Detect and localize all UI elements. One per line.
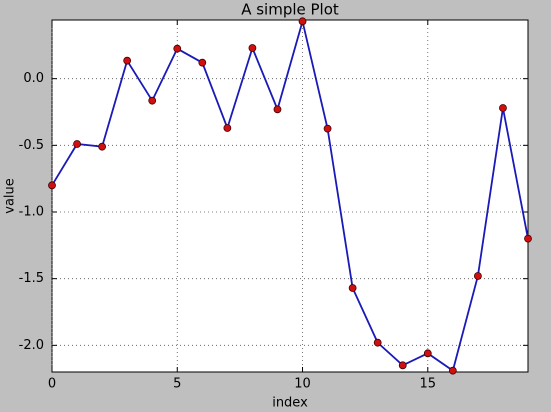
data-point — [198, 58, 207, 67]
data-point — [473, 272, 482, 280]
y-tick-label: -0.5 — [19, 138, 44, 153]
data-point — [423, 349, 432, 358]
data-point — [248, 44, 257, 52]
y-tick-label: -1.0 — [19, 205, 44, 220]
x-tick-label: 15 — [420, 377, 437, 392]
y-tick-label: 0.0 — [23, 71, 44, 86]
x-tick-label: 10 — [294, 377, 311, 392]
x-tick-label: 5 — [173, 377, 181, 392]
data-point — [223, 124, 232, 132]
chart-title: A simple Plot — [241, 1, 339, 19]
data-point — [148, 96, 157, 105]
data-point — [323, 124, 332, 133]
data-point — [98, 142, 107, 151]
x-tick-label: 0 — [48, 377, 56, 392]
data-point — [123, 56, 132, 65]
line-series — [51, 17, 529, 373]
data-point — [273, 105, 282, 114]
x-axis-label: index — [272, 396, 308, 411]
data-point — [448, 366, 457, 375]
data-point — [373, 338, 382, 347]
data-point — [298, 17, 307, 26]
y-tick-label: -1.5 — [19, 271, 44, 286]
data-point — [173, 44, 182, 53]
data-point — [48, 181, 56, 190]
data-point — [73, 140, 81, 148]
data-point — [524, 234, 532, 243]
y-tick-label: -2.0 — [19, 338, 44, 353]
data-point — [348, 284, 357, 292]
data-point — [499, 104, 507, 112]
data-point — [398, 361, 407, 370]
y-axis-label: value — [3, 178, 18, 214]
